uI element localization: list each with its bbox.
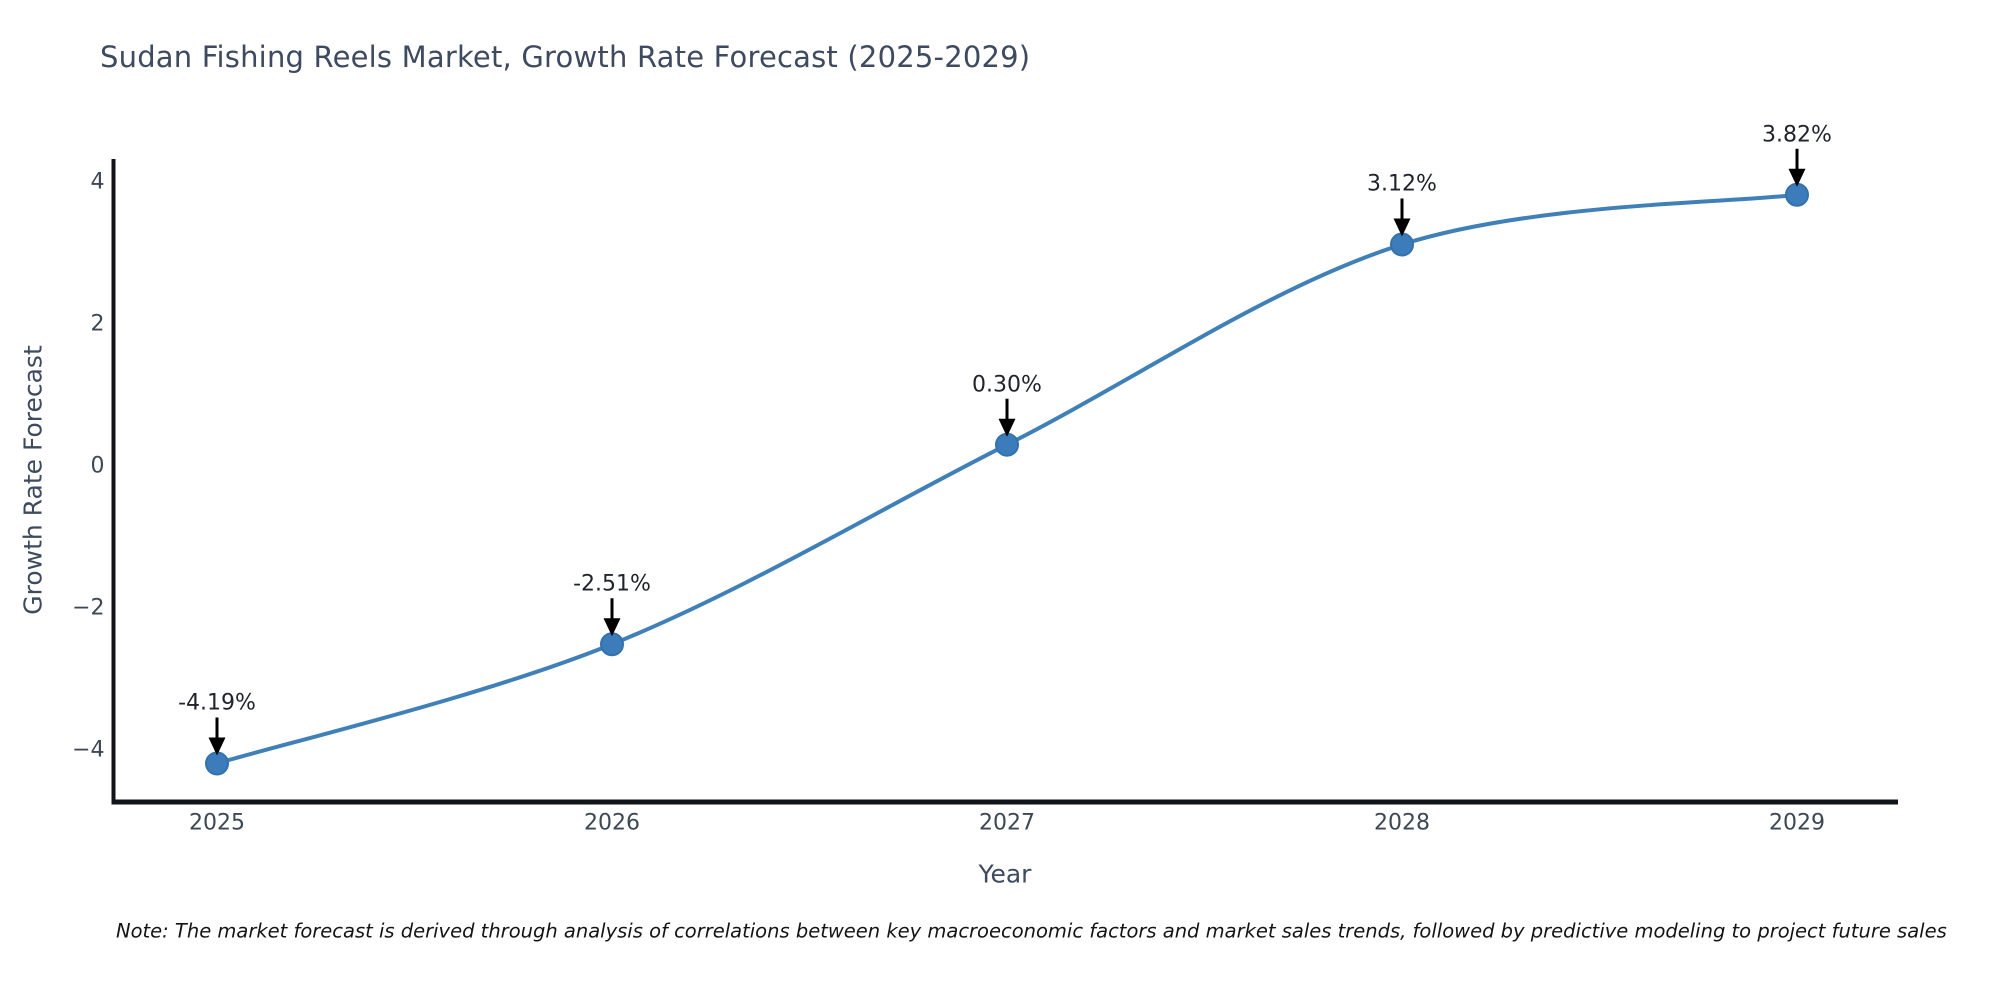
point-annotation: 3.12% [1367, 171, 1437, 197]
point-annotation: 3.82% [1762, 122, 1832, 148]
y-tick-label: 2 [90, 311, 105, 337]
trend-line [215, 192, 1799, 766]
annotation-arrowhead [603, 618, 621, 637]
chart-title: Sudan Fishing Reels Market, Growth Rate … [100, 40, 1031, 74]
x-tick-label: 2026 [584, 810, 640, 836]
annotation-arrowhead [1393, 218, 1411, 237]
point-annotation: -4.19% [178, 690, 256, 716]
point-annotation: -2.51% [573, 571, 651, 597]
y-tick-label: 0 [90, 453, 105, 479]
data-point-marker [1390, 232, 1414, 257]
footnote: Note: The market forecast is derived thr… [116, 919, 1947, 943]
y-tick-label: −4 [72, 737, 105, 763]
point-annotation: 0.30% [972, 372, 1042, 398]
annotation-arrowhead [208, 737, 226, 756]
y-tick-label: 4 [90, 169, 105, 195]
x-tick-label: 2027 [979, 810, 1035, 836]
data-point-marker [1785, 182, 1809, 207]
x-tick-label: 2028 [1374, 810, 1430, 836]
x-tick-label: 2025 [189, 810, 245, 836]
y-tick-label: −2 [72, 595, 105, 621]
data-point-marker [995, 432, 1019, 457]
x-tick-label: 2029 [1769, 810, 1825, 836]
annotation-arrowhead [998, 418, 1016, 437]
data-point-marker [205, 751, 229, 776]
y-axis-title: Growth Rate Forecast [18, 345, 48, 615]
data-point-marker [600, 632, 624, 657]
x-axis-title: Year [978, 859, 1032, 889]
annotation-arrowhead [1788, 168, 1806, 187]
